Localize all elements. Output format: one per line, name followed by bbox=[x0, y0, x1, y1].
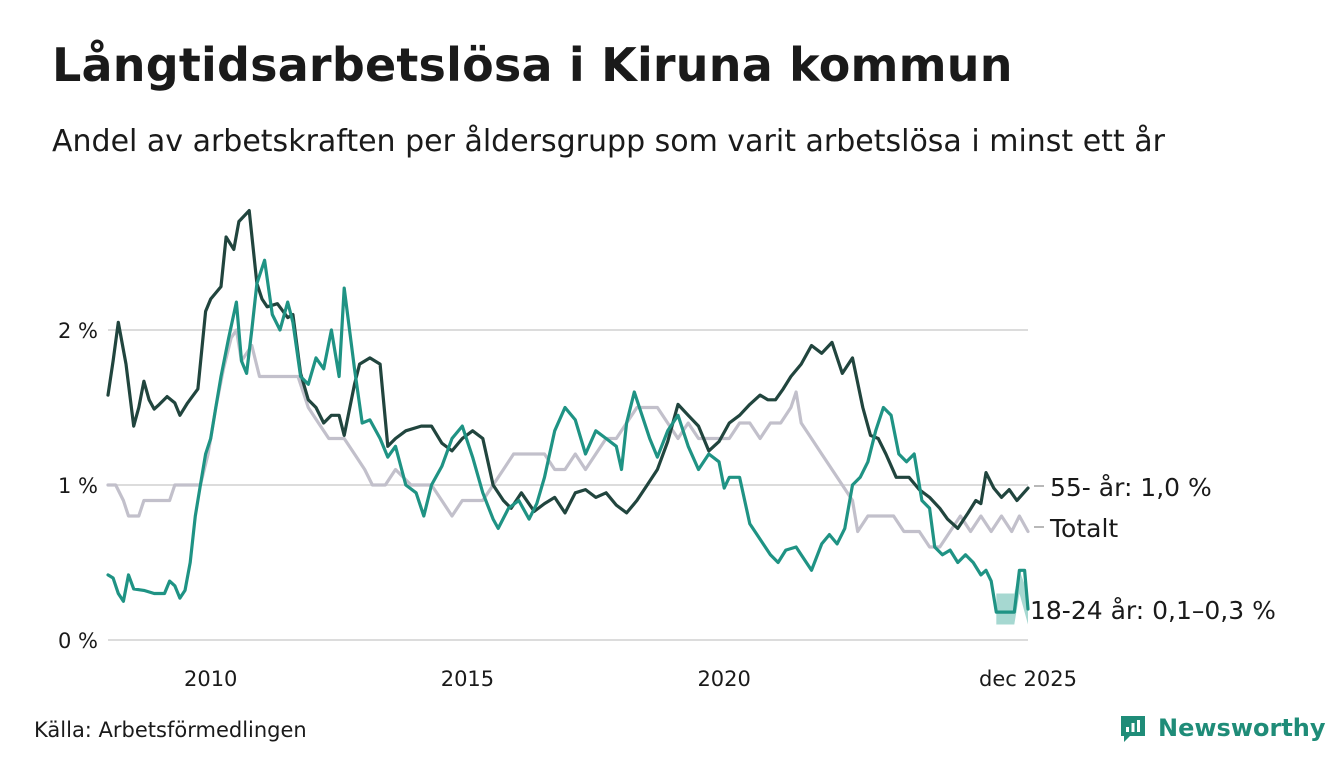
x-tick-label: 2020 bbox=[697, 667, 750, 691]
source-note: Källa: Arbetsförmedlingen bbox=[34, 718, 307, 742]
brand-name: Newsworthy bbox=[1158, 714, 1326, 742]
x-axis-tick-labels: 2010 2015 2020 dec 2025 bbox=[184, 667, 1077, 691]
x-tick-label: dec 2025 bbox=[979, 667, 1077, 691]
series-lines bbox=[106, 209, 1030, 614]
series-line-totalt bbox=[106, 328, 1030, 549]
chart-title: Långtidsarbetslösa i Kiruna kommun bbox=[52, 38, 1013, 92]
newsworthy-logo[interactable]: Newsworthy bbox=[1118, 713, 1326, 743]
grid-lines bbox=[108, 329, 1028, 641]
y-tick-label: 1 % bbox=[58, 474, 98, 498]
line-chart: 0 % 1 % 2 % 2010 2015 2020 dec 2025 Totalt 55-… bbox=[58, 209, 1276, 691]
series-end-label: 55- år: 1,0 % bbox=[1050, 473, 1212, 502]
series-line-18-24 bbox=[106, 258, 1030, 614]
series-end-labels: Totalt 55- år: 1,0 % 18-24 år: 0,1–0,3 % bbox=[1030, 473, 1276, 625]
series-band-18-24 bbox=[996, 570, 1028, 625]
chart-subtitle: Andel av arbetskraften per åldersgrupp s… bbox=[52, 124, 1165, 159]
y-tick-label: 0 % bbox=[58, 629, 98, 653]
newsworthy-icon bbox=[1121, 716, 1145, 742]
y-tick-label: 2 % bbox=[58, 319, 98, 343]
y-axis-tick-labels: 0 % 1 % 2 % bbox=[58, 319, 98, 653]
x-tick-label: 2010 bbox=[184, 667, 237, 691]
series-end-label: 18-24 år: 0,1–0,3 % bbox=[1030, 596, 1276, 625]
uncertainty-bands bbox=[996, 570, 1028, 625]
x-tick-label: 2015 bbox=[441, 667, 494, 691]
series-end-label: Totalt bbox=[1049, 514, 1118, 543]
